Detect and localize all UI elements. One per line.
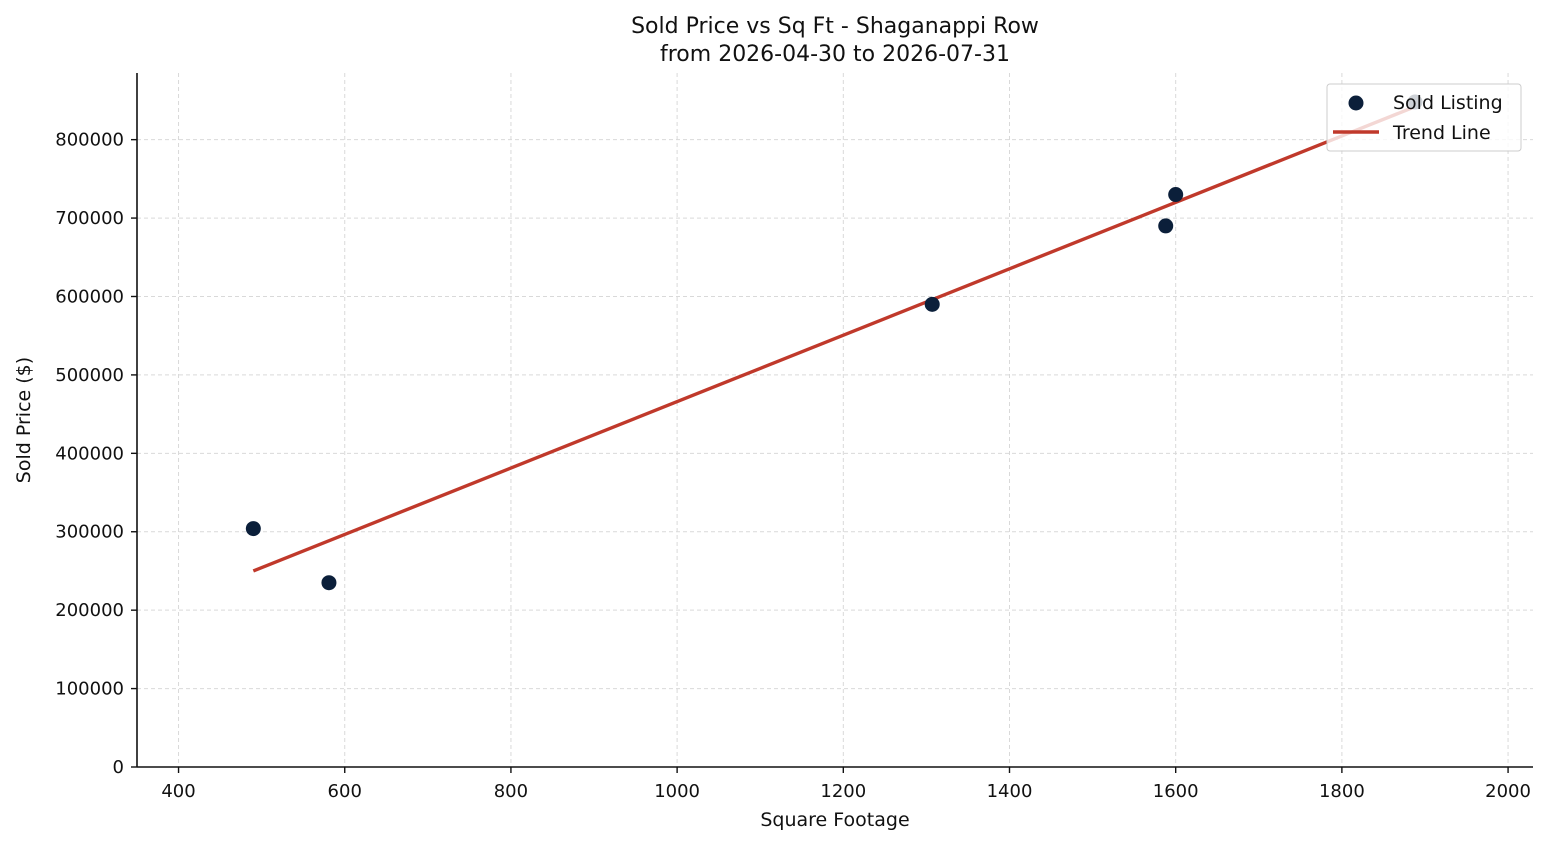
y-tick-label: 100000 bbox=[55, 679, 124, 700]
x-tick-label: 2000 bbox=[1485, 781, 1531, 802]
trend-line bbox=[252, 105, 1416, 573]
y-axis-ticks: 0 100000 200000 300000 400000 500000 600000 700… bbox=[55, 130, 137, 778]
y-tick-label: 800000 bbox=[55, 130, 124, 151]
y-axis-label: Sold Price ($) bbox=[13, 357, 35, 483]
sold-listing-point bbox=[245, 521, 261, 537]
x-tick-label: 1400 bbox=[987, 781, 1033, 802]
y-tick-label: 500000 bbox=[55, 365, 124, 386]
x-tick-label: 400 bbox=[161, 781, 195, 802]
y-tick-label: 0 bbox=[113, 757, 124, 778]
sold-listing-point bbox=[321, 575, 337, 591]
chart-title: Sold Price vs Sq Ft - Shaganappi Row bbox=[631, 14, 1039, 39]
y-tick-label: 300000 bbox=[55, 522, 124, 543]
x-tick-label: 1600 bbox=[1153, 781, 1199, 802]
chart-subtitle: from 2026-04-30 to 2026-07-31 bbox=[660, 42, 1010, 67]
sold-listing-series bbox=[245, 94, 1423, 591]
legend-label-sold-listing: Sold Listing bbox=[1393, 92, 1503, 114]
legend: Sold Listing Trend Line bbox=[1326, 83, 1522, 152]
y-tick-label: 400000 bbox=[55, 443, 124, 464]
x-tick-label: 1000 bbox=[654, 781, 700, 802]
x-tick-label: 800 bbox=[494, 781, 528, 802]
x-axis-ticks: 400 600 800 1000 1200 1400 1600 1800 2000 bbox=[161, 767, 1531, 802]
x-tick-label: 600 bbox=[328, 781, 362, 802]
sold-listing-point bbox=[1158, 218, 1174, 234]
x-tick-label: 1800 bbox=[1319, 781, 1365, 802]
y-tick-label: 600000 bbox=[55, 286, 124, 307]
legend-box bbox=[1326, 83, 1522, 152]
axes bbox=[136, 73, 1533, 768]
sold-listing-point bbox=[1168, 187, 1184, 203]
legend-marker-sold-listing bbox=[1348, 95, 1364, 111]
legend-label-trend-line: Trend Line bbox=[1392, 122, 1491, 144]
trend-line-series bbox=[252, 105, 1416, 573]
grid bbox=[137, 73, 1533, 768]
sold-listing-point bbox=[924, 296, 940, 312]
y-tick-label: 700000 bbox=[55, 208, 124, 229]
x-tick-label: 1200 bbox=[820, 781, 866, 802]
x-axis-label: Square Footage bbox=[760, 809, 909, 831]
y-tick-label: 200000 bbox=[55, 600, 124, 621]
